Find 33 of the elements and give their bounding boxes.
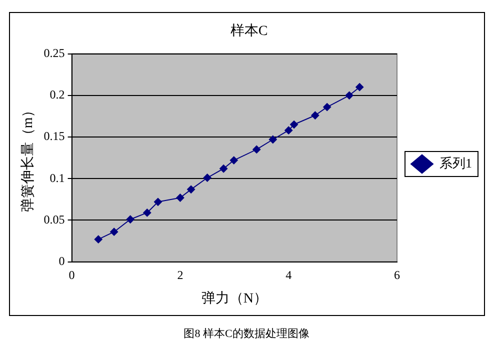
- y-tick-label: 0.15: [44, 129, 65, 144]
- point: [284, 126, 293, 134]
- y-tick-label: 0.1: [50, 170, 65, 185]
- point: [176, 194, 184, 202]
- point: [345, 91, 354, 100]
- x-tick-label: 6: [394, 268, 400, 282]
- point: [154, 198, 162, 206]
- point: [187, 185, 196, 194]
- point: [252, 145, 261, 154]
- x-tick-label: 0: [68, 268, 75, 282]
- point: [230, 156, 238, 164]
- point: [311, 111, 320, 120]
- y-tick-label: 0.05: [44, 212, 65, 226]
- point: [220, 164, 228, 173]
- point: [356, 83, 364, 92]
- x-tick-label: 4: [286, 268, 292, 282]
- chart-title: 样本C: [230, 23, 268, 40]
- y-tick-label: 0: [58, 254, 65, 268]
- y-tick-label: 0.2: [50, 88, 65, 102]
- y-tick-label: 0.25: [44, 46, 65, 60]
- point: [268, 135, 277, 144]
- point: [290, 120, 298, 129]
- x-tick-label: 2: [177, 268, 184, 282]
- point: [203, 174, 212, 182]
- y-axis-title: 弹簧伸长量（m）: [20, 103, 36, 212]
- point: [143, 208, 152, 217]
- point: [126, 215, 134, 224]
- legend-label: 系列1: [440, 155, 472, 170]
- point: [323, 103, 332, 112]
- x-axis-title: 弹力（N）: [201, 290, 268, 306]
- caption: 图8 样本C的数据处理图像: [182, 327, 310, 341]
- point: [94, 235, 102, 244]
- point: [110, 228, 118, 236]
